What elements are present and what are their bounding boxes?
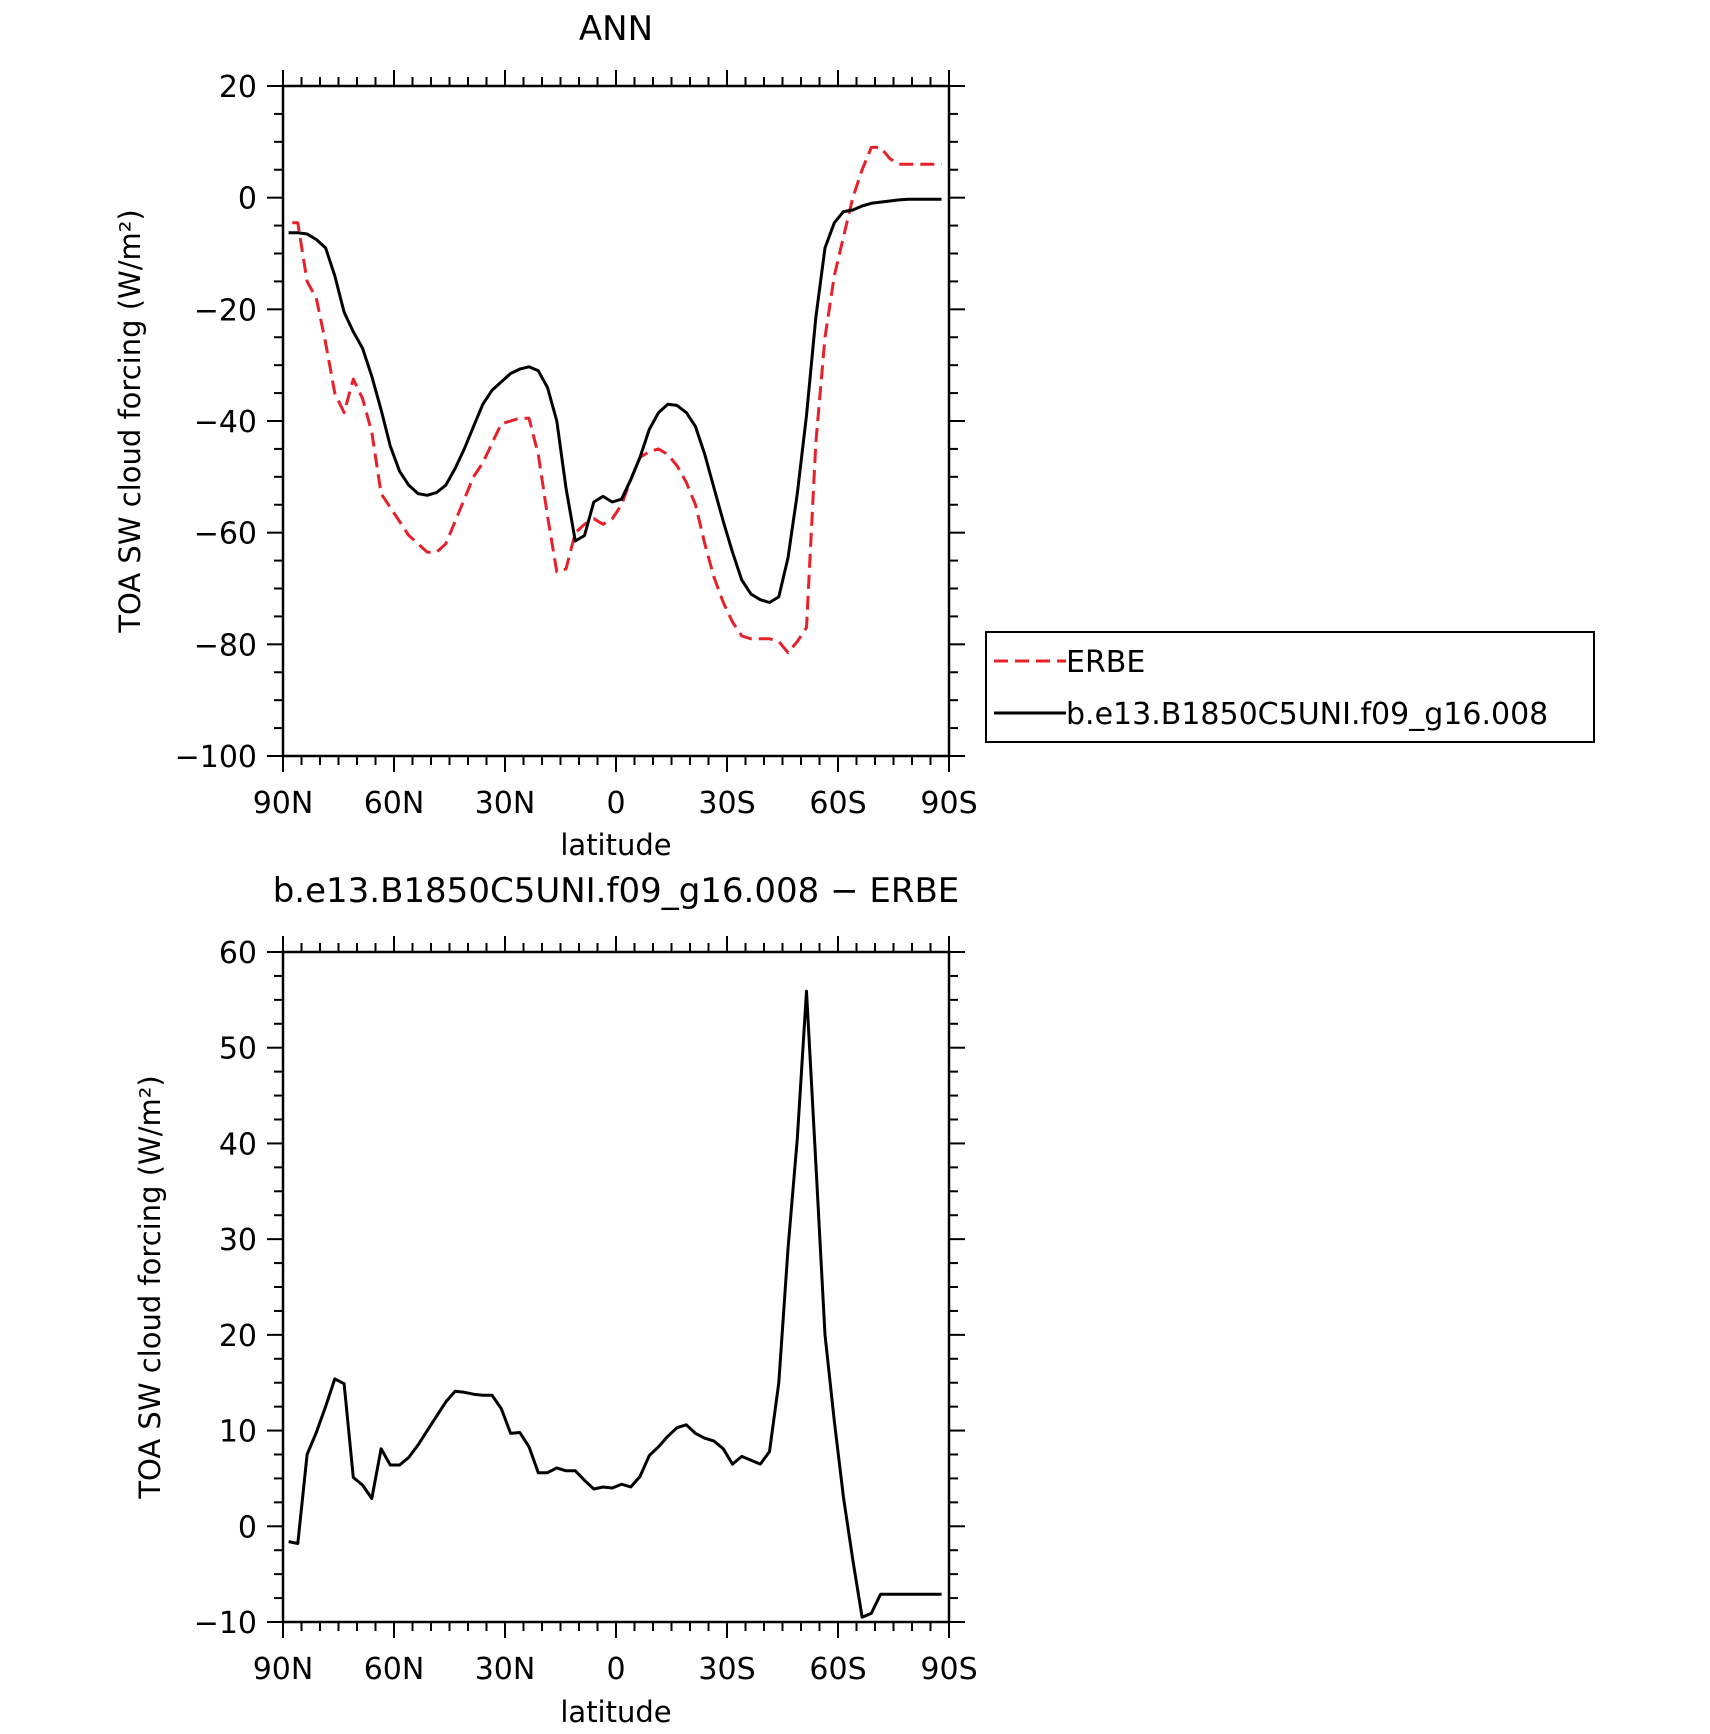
- legend-box: [985, 631, 1595, 743]
- y-tick-label: 0: [238, 1510, 257, 1545]
- y-tick-label: 20: [219, 70, 257, 105]
- x-tick-label: 0: [606, 1652, 625, 1687]
- y-tick-label: 0: [238, 182, 257, 217]
- x-axis-label: latitude: [560, 1695, 671, 1729]
- chart-title: ANN: [579, 9, 653, 49]
- x-tick-label: 0: [606, 786, 625, 821]
- y-tick-label: −80: [194, 628, 257, 663]
- y-tick-label: −40: [194, 405, 257, 440]
- x-tick-label: 30N: [475, 1652, 536, 1687]
- y-tick-label: 50: [219, 1032, 257, 1067]
- y-tick-label: −10: [194, 1606, 257, 1641]
- series-line-model: [288, 197, 942, 604]
- y-tick-label: −100: [175, 740, 257, 775]
- x-tick-label: 90S: [920, 1652, 977, 1687]
- x-tick-label: 60N: [364, 1652, 425, 1687]
- y-axis-label: TOA SW cloud forcing (W/m²): [113, 209, 147, 633]
- chart-panel-2: b.e13.B1850C5UNI.f09_g16.008 − ERBE 90N 60…: [133, 871, 978, 1729]
- y-tick-label: −20: [194, 293, 257, 328]
- y-tick-label: 20: [219, 1319, 257, 1354]
- legend-entry-label: ERBE: [1066, 645, 1145, 680]
- chart-title: b.e13.B1850C5UNI.f09_g16.008 − ERBE: [273, 871, 960, 911]
- x-tick-label: 60S: [809, 786, 866, 821]
- legend-entry-label: b.e13.B1850C5UNI.f09_g16.008: [1066, 697, 1548, 732]
- y-tick-label: 60: [219, 936, 257, 971]
- x-tick-label: 90S: [920, 786, 977, 821]
- y-tick-label: 10: [219, 1415, 257, 1450]
- x-tick-label: 60N: [364, 786, 425, 821]
- y-tick-label: 30: [219, 1223, 257, 1258]
- y-axis-label: TOA SW cloud forcing (W/m²): [133, 1075, 167, 1499]
- x-tick-label: 90N: [253, 786, 314, 821]
- legend: ERBE b.e13.B1850C5UNI.f09_g16.008: [985, 631, 1595, 743]
- series-line-erbe: [292, 145, 942, 655]
- x-tick-label: 30S: [698, 1652, 755, 1687]
- x-tick-label: 30S: [698, 786, 755, 821]
- x-tick-label: 60S: [809, 1652, 866, 1687]
- y-tick-label: −60: [194, 517, 257, 552]
- x-tick-label: 90N: [253, 1652, 314, 1687]
- x-axis-label: latitude: [560, 828, 671, 862]
- x-tick-label: 30N: [475, 786, 536, 821]
- series-line-difference: [288, 989, 942, 1619]
- plot-frame: [281, 950, 951, 1624]
- chart-panel-1: ANN 90N 60N 30N 0 30S 60S 90S −100 −80 −60 −40 −20 0 2…: [113, 9, 1595, 862]
- y-tick-label: 40: [219, 1127, 257, 1162]
